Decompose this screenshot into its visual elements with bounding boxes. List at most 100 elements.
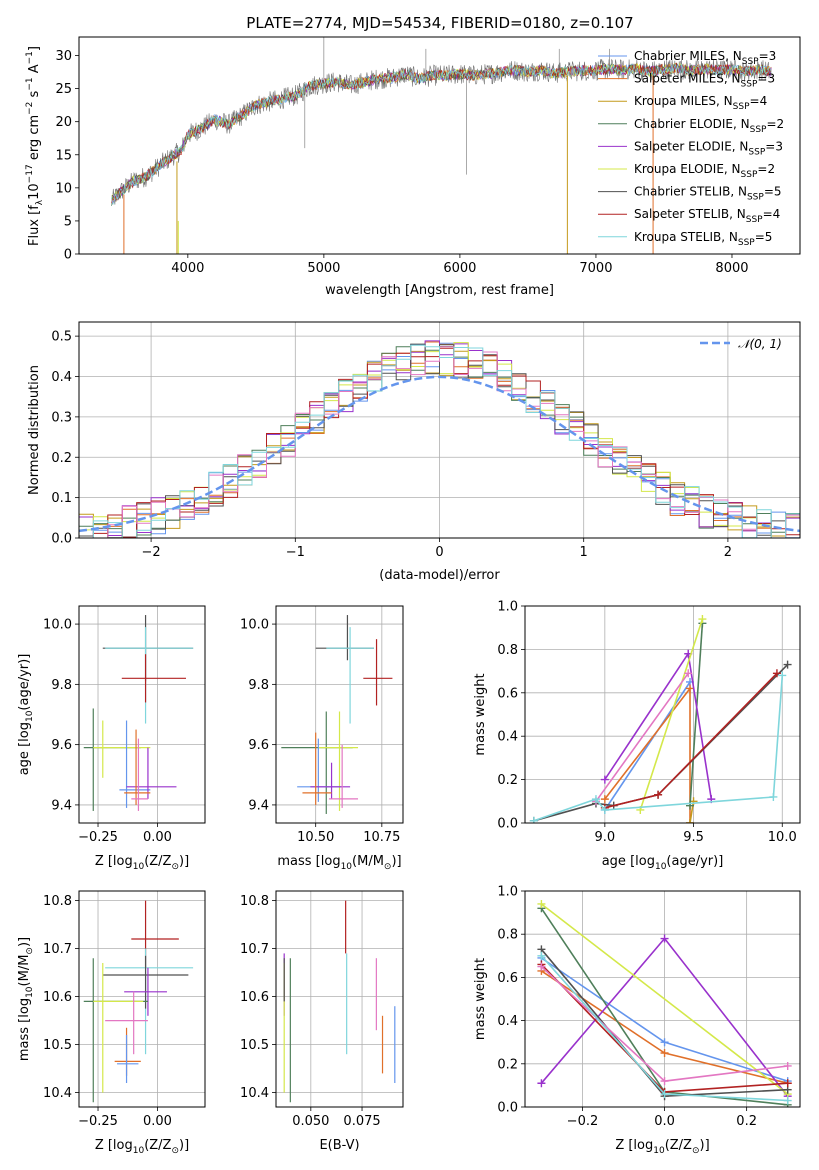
x-tick-label: 5000 <box>307 261 340 276</box>
y-tick-label: 0.8 <box>497 643 518 658</box>
series-marker <box>772 669 781 678</box>
y-tick-label: 30 <box>55 49 72 64</box>
y-axis-label: age [log10(age/yr)] <box>17 654 35 776</box>
error-bar <box>318 711 359 811</box>
error-bar <box>117 1035 139 1083</box>
y-tick-label: 0.8 <box>497 928 518 943</box>
series-marker <box>686 684 694 693</box>
legend-entry-label: Salpeter MILES, NSSP=3 <box>634 72 775 90</box>
x-axis-label: age [log10(age/yr)] <box>602 854 724 872</box>
y-tick-label: 0.6 <box>497 686 518 701</box>
error-bar <box>124 729 151 805</box>
y-tick-label: 10.5 <box>240 1038 269 1053</box>
series-marker <box>537 899 546 908</box>
axes-frame <box>78 36 801 255</box>
axes-layer: 9.0 9.5 10.0 0.0 0.2 0.4 0.6 0.8 1.0 age [log10(a… <box>473 600 801 872</box>
series-line-6 <box>533 664 789 822</box>
y-tick-label: 9.4 <box>248 798 269 813</box>
series-marker <box>783 1079 792 1088</box>
error-bar <box>328 744 359 808</box>
x-tick-label: −0.25 <box>78 1114 118 1129</box>
axes-layer: 10.50 10.75 9.4 9.6 9.8 10.0 mass [log10(M/M⊙)… <box>240 605 404 872</box>
error-bar <box>105 627 194 724</box>
y-tick-label: 10.7 <box>43 942 72 957</box>
x-tick-label: 9.0 <box>594 830 615 845</box>
data-layer <box>281 615 393 814</box>
y-axis-label: Flux [fλ10−17 erg cm−2 s−1 A−1] <box>25 46 45 246</box>
y-tick-label: 10.8 <box>240 894 269 909</box>
series-marker <box>537 962 546 971</box>
x-axis-label: Z [log10(Z/Z⊙)] <box>615 1138 709 1156</box>
error-bar <box>302 732 332 805</box>
series-marker <box>684 669 693 678</box>
axes-frame <box>275 890 404 1108</box>
x-axis-label: Z [log10(Z/Z⊙)] <box>95 1138 189 1156</box>
x-tick-label: 0.050 <box>292 1114 329 1129</box>
y-axis-label: mass weight <box>473 958 488 1040</box>
axes-frame <box>524 605 801 824</box>
error-bar <box>93 963 144 1093</box>
error-bar <box>93 720 151 778</box>
y-tick-label: 10.4 <box>43 1086 72 1101</box>
y-tick-label: 1.0 <box>497 600 518 615</box>
series-marker <box>600 795 609 804</box>
grid-lines <box>79 891 205 1107</box>
axes-frame <box>524 890 801 1108</box>
series-marker <box>769 792 778 801</box>
y-tick-label: 1.0 <box>497 885 518 900</box>
x-axis-label: wavelength [Angstrom, rest frame] <box>325 283 554 298</box>
x-tick-label: 2 <box>724 545 732 560</box>
x-tick-label: 0.00 <box>143 830 172 845</box>
y-tick-label: 10.8 <box>43 894 72 909</box>
y-tick-label: 0.0 <box>497 817 518 832</box>
error-bar <box>83 958 148 1103</box>
age-vs-mass-panel: 10.50 10.75 9.4 9.6 9.8 10.0 mass [log10(M/M⊙)… <box>240 605 404 872</box>
model-spectrum-8 <box>111 63 772 205</box>
legend: Chabrier MILES, NSSP=3 Salpeter MILES, NS… <box>598 49 784 248</box>
y-tick-label: 0.3 <box>51 410 72 425</box>
legend-entry-label: Salpeter ELODIE, NSSP=3 <box>634 139 783 157</box>
x-tick-label: 0.2 <box>736 1114 757 1129</box>
histogram-step-9 <box>79 344 800 538</box>
series-marker <box>654 790 663 799</box>
mass-vs-Z-panel: −0.25 0.00 10.4 10.5 10.6 10.7 10.8 Z [log10(Z/… <box>17 890 206 1156</box>
y-tick-label: 5 <box>64 214 72 229</box>
y-tick-label: 0.4 <box>497 730 518 745</box>
error-bar <box>131 738 148 811</box>
series-marker <box>660 1049 669 1057</box>
y-tick-label: 10.6 <box>240 990 269 1005</box>
x-tick-label: 0.075 <box>343 1114 380 1129</box>
axes-frame <box>78 605 206 824</box>
age-vs-Z-panel: −0.25 0.00 9.4 9.6 9.8 10.0 Z [log10(Z/Z⊙)] age… <box>17 605 206 872</box>
axes-layer: −0.2 0.0 0.2 0.0 0.2 0.4 0.6 0.8 1.0 Z [log10(Z/Z… <box>473 885 801 1156</box>
model-spectrum-1 <box>111 62 772 204</box>
x-tick-label: 10.50 <box>297 830 334 845</box>
axes-layer: −0.25 0.00 9.4 9.6 9.8 10.0 Z [log10(Z/Z⊙)] age… <box>17 605 206 872</box>
series-marker <box>660 934 669 943</box>
series-line-3 <box>689 623 704 806</box>
x-tick-label: −2 <box>142 545 161 560</box>
y-tick-label: 0.0 <box>497 1101 518 1116</box>
y-axis-label: mass weight <box>473 673 488 755</box>
y-tick-label: 15 <box>55 148 72 163</box>
y-tick-label: 25 <box>55 82 72 97</box>
model-spectrum-7 <box>111 62 772 203</box>
series-line-0 <box>604 681 691 811</box>
series-line-9 <box>533 675 784 822</box>
series-marker <box>686 819 694 823</box>
y-tick-label: 10.0 <box>240 618 269 633</box>
axes-layer: −0.25 0.00 10.4 10.5 10.6 10.7 10.8 Z [log10(Z/… <box>17 890 206 1156</box>
y-axis-label: Normed distribution <box>27 365 42 495</box>
mass-vs-EBV-panel: 0.050 0.075 10.4 10.5 10.6 10.7 10.8 E(B-V) <box>240 890 404 1153</box>
x-axis-label: (data-model)/error <box>379 568 500 583</box>
error-bar <box>131 900 179 968</box>
error-bar <box>315 615 374 661</box>
error-bar <box>114 1027 141 1076</box>
grid-lines <box>79 606 205 823</box>
x-tick-label: 8000 <box>715 261 748 276</box>
axes-frame <box>275 605 404 824</box>
y-tick-label: 0.2 <box>497 773 518 788</box>
data-layer <box>283 900 396 1103</box>
massweight-vs-age-panel: 9.0 9.5 10.0 0.0 0.2 0.4 0.6 0.8 1.0 age [log10(a… <box>473 600 801 872</box>
error-bar <box>363 639 393 706</box>
